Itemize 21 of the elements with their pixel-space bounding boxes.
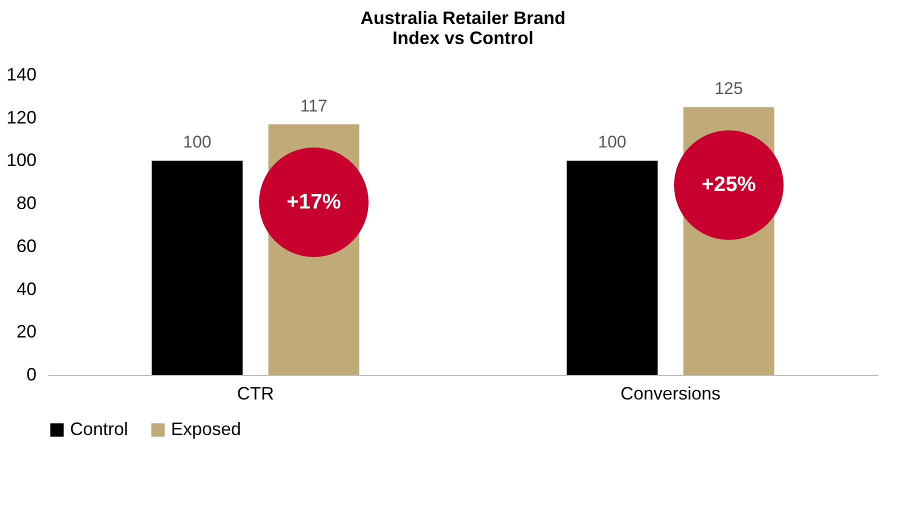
- bar: [152, 160, 243, 375]
- annotation: +25%: [702, 173, 756, 196]
- chart-title: Australia Retailer Brand Index vs Control: [360, 8, 566, 48]
- y-tick-label: 80: [16, 193, 36, 214]
- legend-label: Exposed: [171, 419, 242, 439]
- data-label: 100: [598, 132, 626, 152]
- y-tick-label: 100: [6, 150, 36, 170]
- data-label: 125: [714, 79, 743, 98]
- y-tick-label: 140: [6, 64, 36, 84]
- annotation: +17%: [286, 190, 342, 214]
- x-tick-label: CTR: [237, 384, 274, 404]
- y-tick-label: 20: [16, 322, 36, 342]
- y-tick-label: 120: [6, 107, 36, 128]
- y-tick-label: 0: [26, 364, 36, 384]
- y-tick-label: 60: [16, 236, 36, 256]
- x-tick-label: Conversions: [620, 384, 721, 404]
- y-tick-label: 40: [16, 278, 36, 299]
- data-label: 117: [300, 96, 328, 116]
- bar: [566, 160, 658, 375]
- legend-label: Control: [70, 419, 128, 439]
- data-label: 100: [183, 132, 212, 152]
